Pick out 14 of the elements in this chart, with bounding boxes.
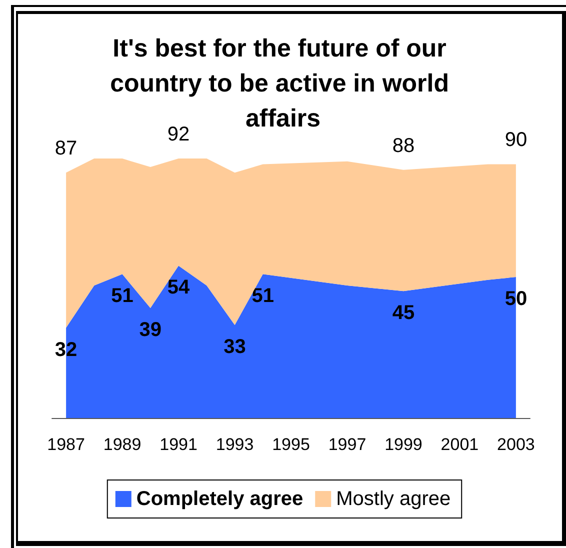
legend-label: Mostly agree xyxy=(336,488,451,510)
x-tick-label: 2003 xyxy=(497,435,535,454)
x-tick-label: 1997 xyxy=(328,435,366,454)
legend-label: Completely agree xyxy=(136,488,304,510)
x-tick-label: 1991 xyxy=(160,435,198,454)
x-tick-label: 1993 xyxy=(216,435,254,454)
total-label: 88 xyxy=(392,134,415,157)
x-tick-label: 1995 xyxy=(272,435,310,454)
x-tick-label: 1989 xyxy=(103,435,142,454)
total-label: 90 xyxy=(504,129,528,152)
x-tick-label: 1999 xyxy=(384,435,422,454)
total-label: 87 xyxy=(54,138,78,160)
x-tick-label: 1987 xyxy=(47,435,85,454)
x-tick-label: 2001 xyxy=(440,435,479,454)
